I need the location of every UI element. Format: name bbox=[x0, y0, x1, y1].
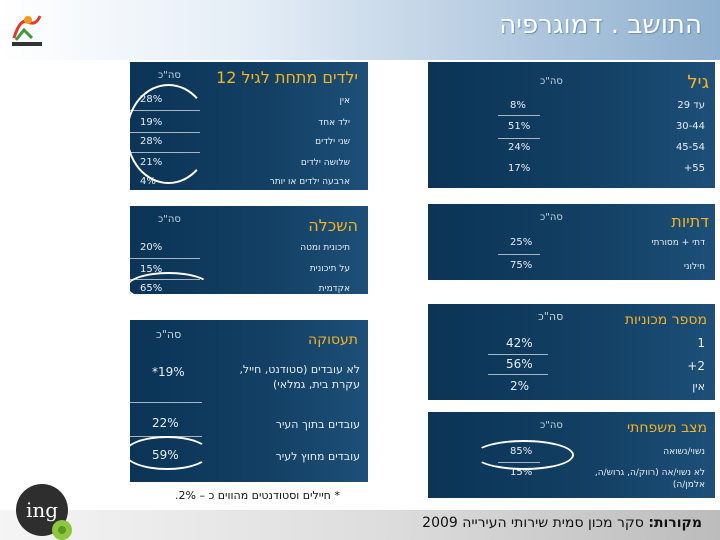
cars-total-header: סה"כ bbox=[538, 310, 564, 323]
cars-row-value: 42% bbox=[506, 336, 533, 350]
children-row-label: ילד אחד bbox=[318, 118, 350, 128]
employment-row-label: לא עובדים (סטודנט, חייל, עקרת בית, גמלאי… bbox=[239, 363, 360, 391]
marital-row-value: 15% bbox=[510, 467, 533, 478]
cars-row-label: 1 bbox=[697, 336, 705, 350]
education-row-value: 20% bbox=[140, 242, 163, 253]
cars-row-value: 2% bbox=[510, 379, 530, 393]
ing-logo-icon: ing bbox=[16, 484, 72, 540]
education-total-header: סה"כ bbox=[158, 214, 181, 225]
employment-row-value: 22% bbox=[152, 416, 179, 430]
cars-row-label: 2+ bbox=[687, 359, 705, 373]
marital-row-label: לא נשוי/אה (רווק/ה, גרוש/ה, אלמן/ה) bbox=[594, 468, 705, 490]
divider bbox=[498, 254, 540, 255]
cars-title: מספר מכוניות bbox=[624, 312, 707, 328]
children-row-label: ארבעה ילדים או יותר bbox=[269, 177, 350, 187]
marital-highlight-oval bbox=[474, 440, 574, 470]
religiosity-row-value: 75% bbox=[510, 260, 533, 271]
divider bbox=[498, 138, 540, 139]
age-row-label: 45-54 bbox=[675, 142, 705, 153]
employment-total-header: סה"כ bbox=[156, 328, 182, 341]
employment-row-value: *19% bbox=[152, 365, 185, 379]
religiosity-row-value: 25% bbox=[510, 237, 533, 248]
marital-row-label: נשוי/נשואה bbox=[663, 447, 705, 457]
education-row-value: 15% bbox=[140, 264, 163, 275]
ing-logo-text: ing bbox=[26, 498, 58, 522]
age-panel: גיל סה"כ עד 29 8% 30-44 51% 45-54 24% 55… bbox=[428, 62, 715, 188]
marital-title: מצב משפחתי bbox=[626, 420, 707, 436]
divider bbox=[498, 115, 540, 116]
education-title: השכלה bbox=[308, 216, 358, 235]
divider bbox=[130, 402, 202, 403]
cars-panel: מספר מכוניות סה"כ 1 42% 2+ 56% אין 2% bbox=[428, 304, 715, 400]
education-row-label: תיכונית ומטה bbox=[300, 243, 350, 253]
age-row-value: 17% bbox=[508, 163, 531, 174]
children-title: ילדים מתחת לגיל 12 bbox=[216, 68, 358, 87]
employment-highlight-oval bbox=[124, 436, 210, 470]
children-row-label: שלושה ילדים bbox=[300, 158, 350, 168]
age-row-label: 30-44 bbox=[675, 121, 705, 132]
age-title: גיל bbox=[687, 72, 709, 93]
cars-row-value: 56% bbox=[506, 357, 533, 371]
children-total-header: סה"כ bbox=[158, 70, 181, 81]
slide-title: התושב . דמוגרפיה bbox=[499, 10, 702, 40]
employment-title: תעסוקה bbox=[308, 332, 358, 348]
religiosity-row-label: דתי + מסורתי bbox=[651, 238, 705, 248]
age-row-label: 55+ bbox=[683, 163, 705, 174]
festival-logo-icon bbox=[12, 15, 42, 46]
children-row-label: שני ילדים bbox=[315, 137, 350, 147]
source-text: סקר מכון סמית שירותי העירייה 2009 bbox=[422, 515, 644, 531]
footnote: * חיילים וסטודנטים מהווים כ – 2%. bbox=[175, 489, 340, 502]
age-row-value: 24% bbox=[508, 142, 531, 153]
religiosity-total-header: סה"כ bbox=[540, 212, 563, 223]
age-row-value: 8% bbox=[510, 100, 526, 111]
divider bbox=[488, 374, 548, 375]
divider bbox=[130, 258, 200, 259]
age-row-label: עד 29 bbox=[677, 100, 705, 111]
cars-row-label: אין bbox=[692, 380, 705, 393]
source-line: מקורות: סקר מכון סמית שירותי העירייה 200… bbox=[422, 515, 702, 531]
religiosity-panel: דתיות סה"כ דתי + מסורתי 25% חילוני 75% bbox=[428, 204, 715, 280]
religiosity-row-label: חילוני bbox=[683, 262, 705, 272]
children-row-value: 4% bbox=[140, 176, 156, 187]
children-highlight-oval bbox=[126, 84, 211, 184]
marital-total-header: סה"כ bbox=[540, 420, 563, 431]
header-bar bbox=[0, 0, 720, 60]
age-row-value: 51% bbox=[508, 121, 531, 132]
employment-row-label: עובדים בתוך העיר bbox=[275, 418, 360, 431]
source-label: מקורות: bbox=[648, 515, 702, 531]
divider bbox=[488, 354, 548, 355]
ing-logo: ing bbox=[10, 480, 74, 540]
footer-bar bbox=[0, 510, 720, 540]
children-row-label: אין bbox=[339, 96, 350, 106]
education-row-label: אקדמית bbox=[318, 284, 350, 294]
education-highlight-oval bbox=[126, 272, 211, 302]
religiosity-title: דתיות bbox=[671, 212, 709, 231]
education-row-label: על תיכונית bbox=[309, 264, 350, 274]
employment-row-label: עובדים מחוץ לעיר bbox=[275, 450, 360, 463]
age-total-header: סה"כ bbox=[540, 76, 563, 87]
